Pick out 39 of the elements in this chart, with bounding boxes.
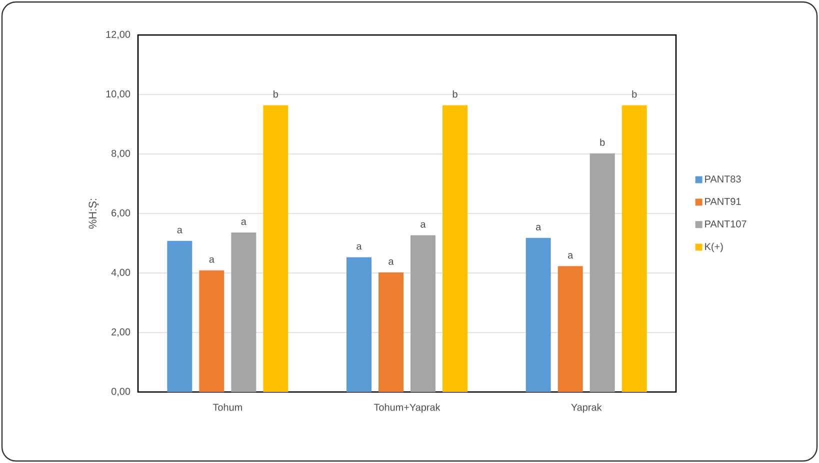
legend-label: K(+)	[705, 242, 723, 252]
legend-label: PANT91	[705, 198, 741, 205]
data-label: b	[632, 90, 637, 98]
y-tick-label: 4,00	[111, 268, 130, 278]
x-tick-label: Yaprak	[571, 404, 602, 413]
legend-label: PANT107	[705, 220, 746, 228]
bar	[231, 232, 256, 392]
bar	[558, 266, 583, 392]
data-label: a	[388, 259, 394, 265]
data-label: a	[241, 220, 246, 226]
y-tick-label: 2,00	[112, 328, 130, 337]
data-label: b	[600, 138, 605, 146]
data-label: b	[452, 90, 458, 98]
data-label: a	[209, 257, 214, 263]
data-label: a	[356, 244, 362, 250]
y-tick-label: 0,00	[111, 388, 130, 396]
y-tick-label: 6,00	[112, 209, 130, 218]
bar	[199, 270, 224, 392]
x-tick-label: Tohum+Yaprak	[374, 404, 440, 413]
y-tick-label: 8,00	[112, 150, 130, 158]
bar	[263, 105, 288, 392]
bar	[167, 240, 192, 392]
y-axis-title: %H:Ş:	[88, 198, 99, 229]
bar	[590, 153, 615, 392]
data-label: a	[420, 222, 426, 228]
bar	[346, 257, 372, 392]
data-label: a	[536, 224, 542, 230]
bar	[622, 105, 647, 392]
bar	[526, 238, 551, 392]
data-label: a	[568, 253, 574, 259]
bar	[378, 272, 404, 392]
bar	[410, 235, 436, 392]
data-label: b	[274, 90, 278, 98]
data-label: a	[177, 228, 182, 234]
x-tick-label: Tohum	[212, 404, 242, 411]
bar	[442, 105, 468, 392]
y-tick-label: 10,00	[106, 90, 130, 99]
y-tick-label: 12,00	[106, 30, 130, 40]
legend-label: PANT83	[705, 175, 741, 183]
